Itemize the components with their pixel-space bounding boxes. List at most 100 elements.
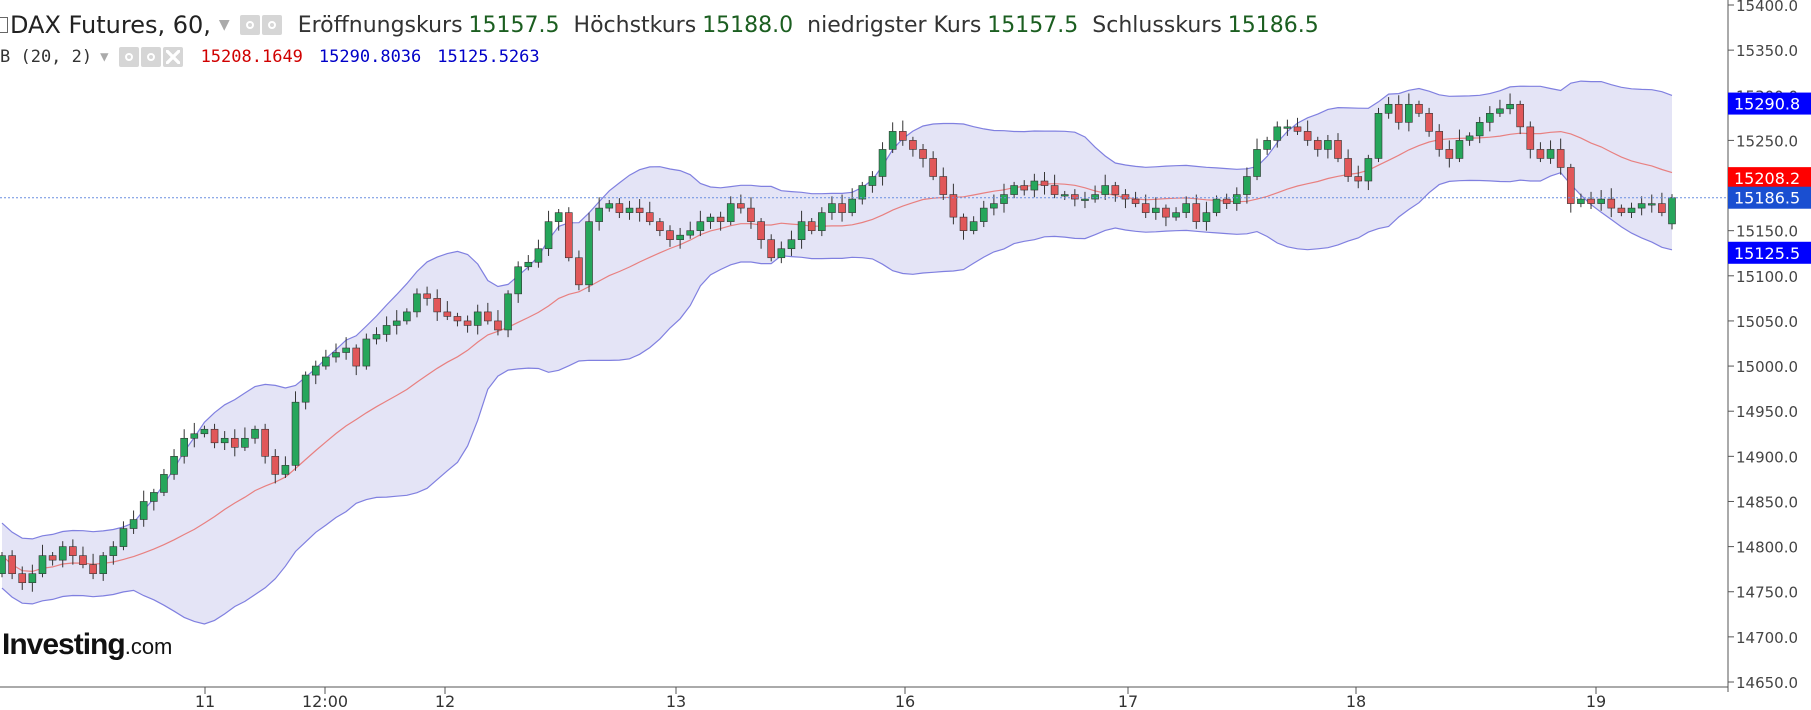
candle-body [1556, 149, 1565, 168]
candle-body [190, 433, 199, 439]
candle-body [1577, 198, 1585, 204]
candle-body [1182, 203, 1190, 213]
y-tick-label: 14800.0 [1736, 539, 1798, 557]
candle-body [534, 248, 543, 263]
candle-body [494, 320, 502, 331]
candle-body [261, 428, 269, 457]
candle-body [251, 428, 259, 439]
candle-body [1202, 212, 1211, 222]
y-tick-label: 15250.0 [1736, 132, 1798, 150]
candle-body [504, 293, 512, 331]
candle-body [1486, 113, 1494, 123]
candle-body [1273, 126, 1282, 141]
candle-body [666, 230, 674, 240]
candle-body [1253, 149, 1261, 177]
eye-icon[interactable] [239, 15, 260, 35]
bb-upper-value: 15290.8036 [318, 47, 422, 67]
price-badge [1728, 241, 1811, 264]
candle-body [828, 203, 836, 213]
candle-body [1283, 126, 1292, 129]
y-tick-label: 15100.0 [1736, 268, 1798, 286]
candle-body [301, 374, 310, 403]
candle-body [119, 528, 128, 547]
indicator-eye-icon[interactable] [118, 47, 139, 67]
candle-body [848, 198, 856, 213]
candle-body [109, 546, 118, 556]
collapse-icon[interactable] [0, 17, 8, 33]
candle-body [696, 221, 705, 231]
candle-body [58, 546, 67, 561]
candle-body [747, 207, 755, 222]
candle-body [463, 320, 472, 326]
candle-body [38, 555, 47, 574]
candle-body [210, 428, 219, 444]
candle-body [1040, 180, 1049, 186]
candle-body [433, 298, 442, 313]
gear-icon[interactable] [261, 15, 282, 35]
candle-body [342, 347, 350, 353]
candle-body [1020, 185, 1029, 191]
candle-body [737, 203, 745, 209]
candle-body [423, 293, 431, 299]
candle-body [514, 266, 522, 295]
low-value: 15157.5 [987, 12, 1079, 38]
candle-body [838, 203, 846, 213]
candle-body [1050, 185, 1059, 195]
candle-body [443, 311, 452, 317]
candle-body [413, 293, 421, 313]
candle-body [352, 347, 361, 367]
candle-body [575, 257, 583, 286]
candle-body [858, 185, 867, 200]
candle-body [878, 149, 887, 177]
candle-body [1465, 135, 1474, 141]
y-tick-label: 14900.0 [1736, 448, 1798, 466]
candle-body [645, 212, 654, 222]
candle-body [1030, 180, 1039, 191]
candle-body [757, 221, 765, 240]
candle-body [929, 158, 937, 177]
candle-body [706, 216, 715, 222]
price-badge [1728, 186, 1811, 209]
candle-body [1536, 149, 1545, 159]
candle-body [1475, 122, 1484, 137]
price-badge-label: 15290.8 [1734, 95, 1800, 114]
candle-body [990, 203, 998, 209]
y-tick-label: 15050.0 [1736, 313, 1798, 331]
price-badge [1728, 167, 1811, 190]
price-badge-label: 15208.2 [1734, 169, 1800, 188]
candle-body [150, 492, 158, 502]
y-tick-label: 15350.0 [1736, 42, 1798, 60]
indicator-chevron-icon[interactable]: ▼ [100, 49, 109, 65]
candle-body [1313, 140, 1322, 150]
candle-body [1364, 158, 1373, 182]
chevron-down-icon[interactable]: ▼ [218, 17, 230, 33]
candle-body [635, 207, 644, 213]
candle-body [1658, 203, 1666, 213]
candle-body [220, 437, 229, 444]
candle-body [1131, 198, 1140, 204]
candle-body [1506, 103, 1514, 110]
candle-body [1445, 149, 1454, 159]
x-tick-label: 12 [435, 692, 455, 710]
indicator-close-icon[interactable] [162, 47, 183, 67]
candle-body [79, 555, 87, 565]
candle-body [1060, 194, 1069, 197]
indicator-gear-icon[interactable] [140, 47, 161, 67]
y-tick-label: 14750.0 [1736, 584, 1798, 602]
candle-body [69, 546, 77, 556]
candle-body [898, 131, 907, 141]
candle-body [1071, 194, 1079, 200]
candle-body [0, 555, 6, 574]
y-tick-label: 14700.0 [1736, 629, 1798, 647]
candle-body [362, 338, 371, 367]
candle-body [615, 203, 624, 213]
candle-body [1091, 194, 1099, 200]
candle-body [1587, 198, 1595, 204]
candle-body [1101, 185, 1110, 195]
candle-body [787, 239, 796, 250]
bollinger-lower-line [1, 172, 1673, 625]
bollinger-middle-line [1, 130, 1673, 573]
y-tick-label: 15000.0 [1736, 358, 1798, 376]
